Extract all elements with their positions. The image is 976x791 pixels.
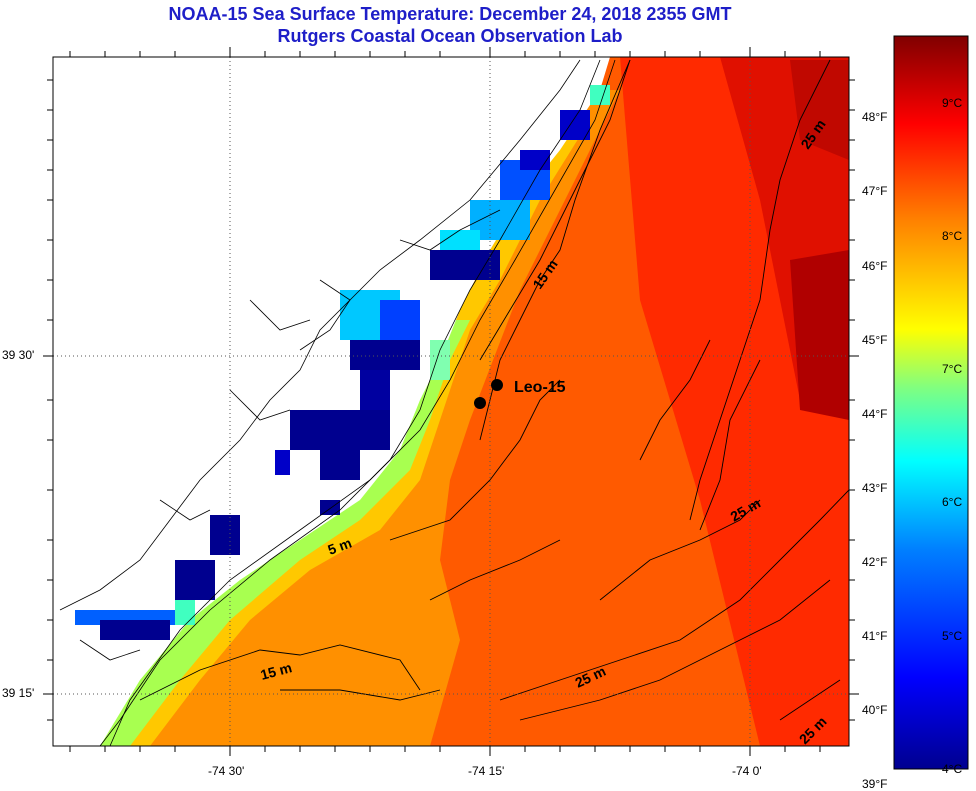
green-coastal — [90, 320, 470, 746]
hottest-zone — [790, 250, 849, 420]
colorbar-fahrenheit-label: 44°F — [862, 406, 888, 421]
colorbar-celsius-label: 8°C — [942, 228, 963, 243]
y-tick-label: 39 15' — [2, 686, 35, 700]
colorbar-fahrenheit-label: 42°F — [862, 554, 888, 569]
x-tick-label: -74 0' — [732, 764, 762, 778]
depth-label-5m: 5 m — [326, 535, 354, 558]
colorbar-fahrenheit-label: 45°F — [862, 332, 888, 347]
colorbar-celsius-label: 4°C — [942, 762, 963, 776]
colorbar-fahrenheit-label: 48°F — [862, 110, 888, 125]
station-label: Leo-15 — [514, 379, 566, 396]
map-frame — [52, 56, 850, 747]
y-tick-label: 39 30' — [2, 348, 35, 362]
colorbar-fahrenheit-label: 40°F — [862, 702, 888, 717]
colorbar-fahrenheit-label: 47°F — [862, 184, 888, 199]
x-tick-label: -74 15' — [468, 764, 505, 778]
colorbar-celsius-label: 9°C — [942, 95, 963, 110]
map-title: NOAA-15 Sea Surface Temperature: Decembe… — [168, 4, 732, 24]
x-tick-label: -74 30' — [208, 764, 245, 778]
coastline — [59, 59, 616, 746]
colorbar-celsius-label: 5°C — [942, 628, 963, 643]
depth-label-15m-south: 15 m — [259, 659, 294, 683]
axis-ticks — [43, 47, 859, 756]
colorbar-celsius-label: 7°C — [942, 362, 963, 377]
cold-pixels — [75, 85, 610, 640]
colorbar-fahrenheit-label: 46°F — [862, 258, 888, 273]
hottest-zone-north — [790, 60, 849, 160]
map-subtitle: Rutgers Coastal Ocean Observation Lab — [277, 26, 623, 46]
graticule — [53, 57, 849, 746]
station-marker-1 — [491, 379, 503, 391]
colorbar-celsius-label: 6°C — [942, 495, 963, 510]
colorbar — [893, 35, 969, 770]
station-marker-2 — [474, 397, 486, 409]
colorbar-fahrenheit-label: 41°F — [862, 628, 888, 643]
colorbar-fahrenheit-label: 43°F — [862, 480, 888, 495]
